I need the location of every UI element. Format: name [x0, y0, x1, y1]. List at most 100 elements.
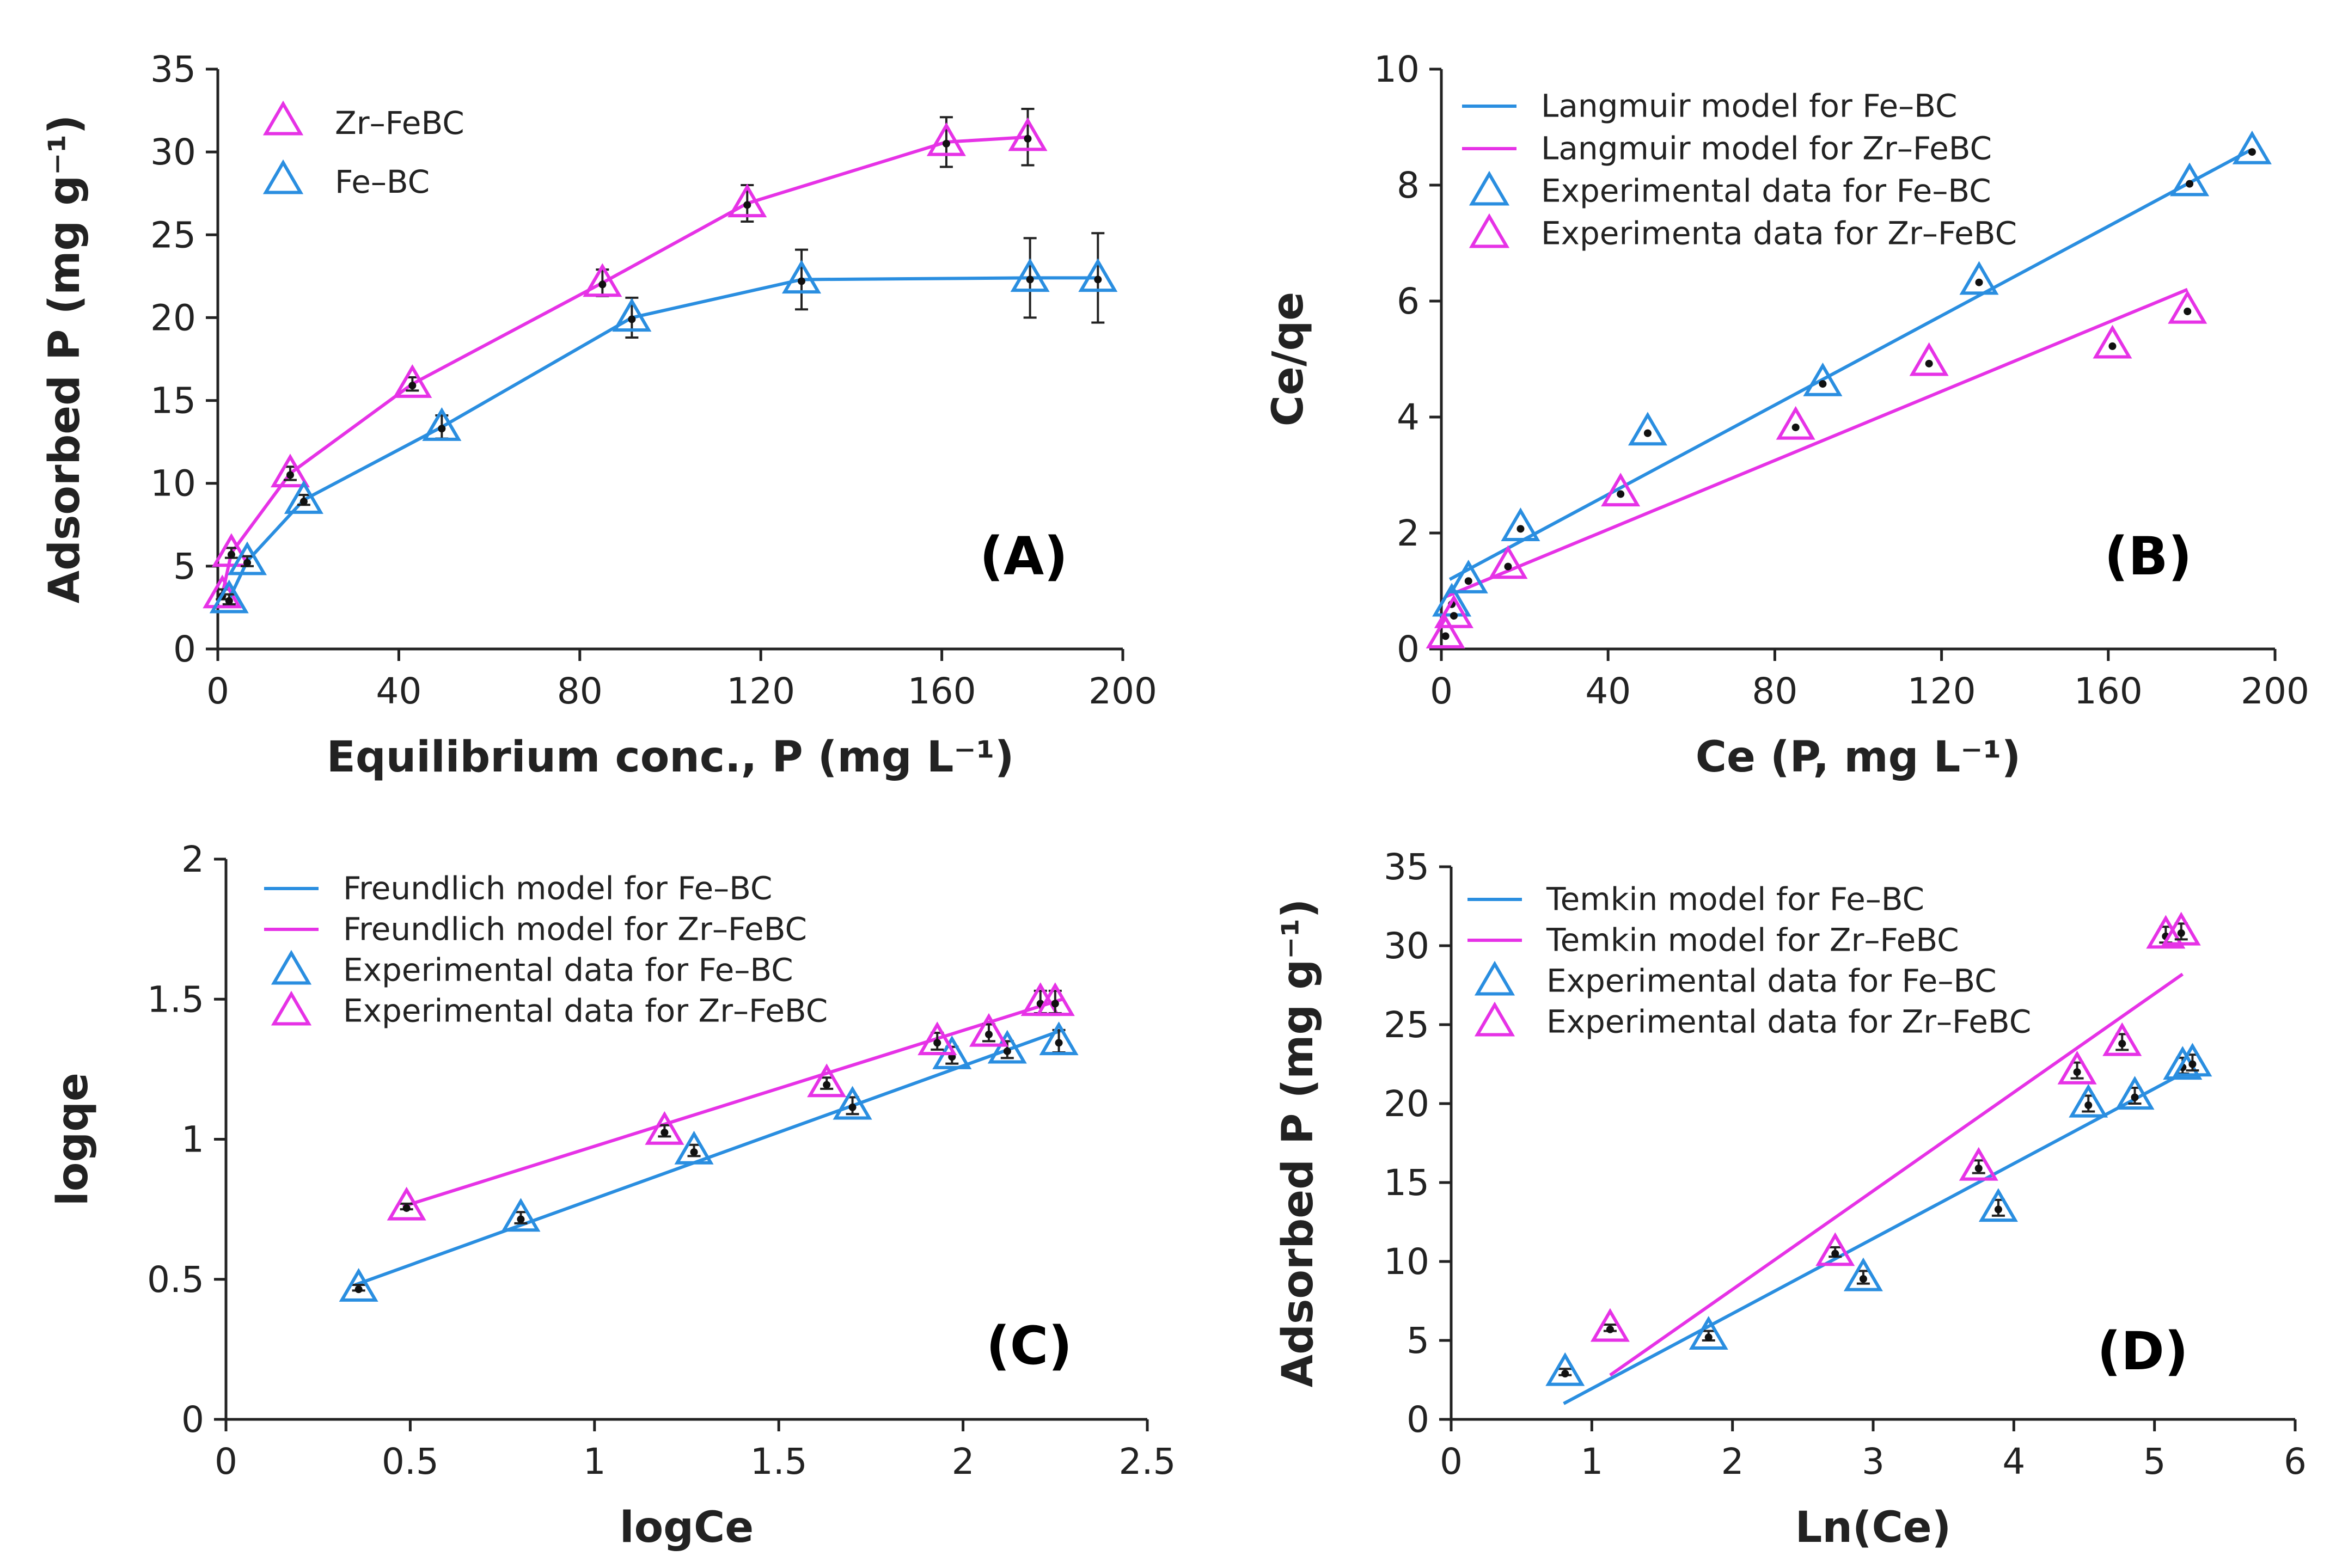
data-point-fe	[1803, 362, 1843, 396]
y-tick-label: 1.5	[147, 978, 204, 1020]
x-tick-label: 120	[1907, 670, 1976, 712]
series-fe	[1545, 1043, 2212, 1386]
x-tick-label: 120	[726, 670, 795, 712]
x-tick-label: 40	[376, 670, 421, 712]
y-tick-label: 10	[1384, 1241, 1429, 1283]
y-tick-label: 4	[1397, 396, 1420, 438]
x-tick-label: 5	[2143, 1441, 2166, 1483]
data-point-center	[1441, 632, 1450, 640]
y-tick-label: 0	[181, 1399, 204, 1441]
y-tick-label: 15	[150, 380, 196, 422]
data-point-zr	[2168, 290, 2207, 324]
fit-line-zr	[1445, 287, 2188, 598]
series-line-zr	[221, 135, 1028, 595]
data-point-zr	[211, 533, 251, 567]
legend-entry-label: Experimental data for Zr–FeBC	[1546, 1003, 2031, 1040]
data-point-center	[286, 471, 294, 479]
fit-line-fe	[1563, 1072, 2184, 1405]
legend-triangle-swatch	[1469, 213, 1510, 248]
y-tick-label: 0	[173, 628, 196, 670]
data-point-center	[1026, 275, 1034, 284]
data-point-fe	[284, 480, 323, 514]
data-point-zr	[2057, 1050, 2097, 1085]
data-point-fe	[1501, 507, 1540, 542]
data-point-center	[933, 1039, 941, 1047]
legend: Zr–FeBC Fe–BC	[262, 100, 464, 200]
data-point-center	[823, 1081, 831, 1089]
data-point-center	[1994, 1205, 2002, 1214]
data-point-center	[517, 1215, 525, 1223]
x-tick-label: 2	[952, 1441, 975, 1483]
data-point-center	[299, 498, 308, 506]
data-point-center	[848, 1103, 857, 1111]
data-point-fe	[1448, 559, 1488, 593]
series-fe	[339, 1021, 1079, 1302]
y-tick-label: 20	[150, 297, 196, 339]
data-point-center	[225, 597, 233, 605]
legend-triangle-swatch	[262, 159, 304, 194]
legend-entry-label: Zr–FeBC	[335, 105, 464, 142]
x-tick-label: 2.5	[1119, 1441, 1176, 1483]
data-point-center	[797, 277, 805, 285]
legend-entry-label: Experimental data for Fe–BC	[1546, 962, 1997, 999]
data-point-center	[628, 315, 636, 323]
x-tick-label: 1	[583, 1441, 606, 1483]
data-point-center	[984, 1030, 993, 1038]
x-tick-label: 4	[2002, 1441, 2025, 1483]
y-tick-label: 15	[1384, 1162, 1429, 1204]
x-tick-label: 160	[908, 670, 976, 712]
data-point-center	[1055, 1039, 1063, 1047]
data-point-center	[2248, 148, 2256, 156]
data-point-fe	[2173, 1043, 2212, 1077]
y-tick-label: 25	[1384, 1004, 1429, 1046]
y-tick-label: 0	[1407, 1399, 1429, 1441]
x-tick-label: 40	[1585, 670, 1631, 712]
y-tick-label: 6	[1397, 280, 1420, 322]
x-tick-label: 160	[2074, 670, 2143, 712]
x-axis-title: Ln(Ce)	[1795, 1503, 1952, 1552]
series-line-fe	[228, 276, 1098, 600]
legend-triangle-swatch	[1469, 170, 1510, 206]
data-point-center	[402, 1204, 411, 1212]
data-point-center	[1450, 612, 1458, 620]
y-axis-title: Adsorbed P (mg g⁻¹)	[1274, 899, 1323, 1387]
y-tick-label: 2	[1397, 512, 1420, 554]
data-point-fe	[1039, 1021, 1079, 1056]
x-tick-label: 80	[1752, 670, 1797, 712]
data-point-fe	[2232, 130, 2272, 164]
data-point-fe	[1628, 412, 1667, 446]
data-point-center	[1819, 380, 1827, 388]
data-point-center	[1504, 562, 1512, 571]
y-tick-label: 5	[1407, 1320, 1429, 1362]
data-point-center	[1561, 1370, 1569, 1377]
data-point-fe	[833, 1086, 872, 1120]
legend-entry-label: Temkin model for Zr–FeBC	[1546, 921, 1959, 958]
series-fe	[209, 232, 1118, 614]
data-point-center	[2084, 1101, 2093, 1109]
y-tick-label: 8	[1397, 164, 1420, 206]
legend-entry-label: Freundlich model for Zr–FeBC	[343, 910, 807, 947]
chart-panel-3: 0 0.5 1 1.5 2 2.5 0 0.5 1 1.5 2 logCe logqe Freundlic…	[48, 838, 1176, 1552]
x-axis-title: Ce (P, mg L⁻¹)	[1696, 733, 2021, 782]
y-tick-label: 5	[173, 546, 196, 587]
legend-entry-label: Experimenta data for Zr–FeBC	[1541, 215, 2017, 252]
data-point-center	[598, 280, 607, 289]
data-point-center	[2184, 307, 2192, 315]
data-point-zr	[1035, 982, 1075, 1016]
data-point-center	[354, 1285, 363, 1294]
data-point-center	[438, 425, 446, 433]
data-point-zr	[270, 454, 310, 488]
y-tick-label: 1	[181, 1119, 204, 1161]
x-tick-label: 3	[1862, 1441, 1885, 1483]
data-point-zr	[387, 1186, 426, 1221]
data-point-center	[1975, 278, 1983, 286]
data-point-center	[243, 559, 252, 567]
data-point-fe	[227, 541, 267, 575]
data-point-zr	[727, 183, 767, 218]
legend-entry-label: Langmuir model for Zr–FeBC	[1541, 130, 1992, 167]
data-point-zr	[2093, 324, 2132, 359]
series-zr	[1590, 911, 2201, 1342]
legend: Langmuir model for Fe–BC Langmuir model f…	[1462, 87, 2017, 252]
x-tick-label: 1	[1580, 1441, 1603, 1483]
